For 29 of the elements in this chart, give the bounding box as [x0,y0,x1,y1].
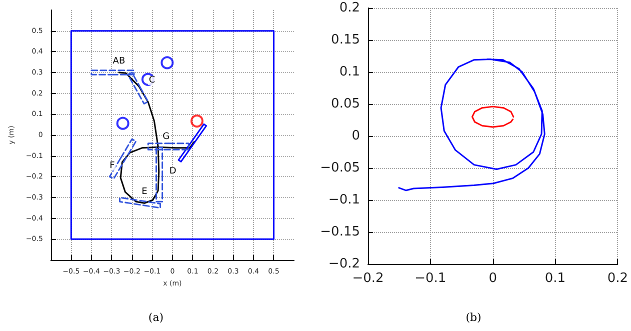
line-series [471,106,514,128]
y-tick-label: 0.1 [339,64,360,80]
x-tick-label: 0.1 [544,271,566,286]
y-tick-label: −0.1 [328,192,360,208]
text: (a) [148,311,164,324]
x-tick-label: −0.2 [352,271,384,286]
text: (b) [466,311,482,324]
y-tick-label: −0.15 [320,224,360,240]
x-tick-label: 0 [488,271,497,286]
x-tick-label: −0.1 [414,271,446,286]
line-series [118,72,196,204]
point [116,116,130,130]
line-series [178,123,208,162]
annotation: E [142,187,148,198]
line-series [108,138,137,180]
point [160,56,174,70]
y-tick-label: 0 [352,128,360,144]
annotation: F [110,161,115,172]
y-tick-label: 0.2 [339,0,360,16]
y-tick-label: −0.05 [320,160,360,176]
line-series [398,58,546,192]
x-tick-label: 0.2 [607,271,628,286]
y-tick-label: 0.15 [331,32,360,48]
annotation: AB [112,56,126,66]
annotation: G [162,132,170,142]
annotation: C [148,75,156,86]
y-tick-label: 0.05 [331,96,360,112]
point [190,114,204,128]
annotation: D [169,166,176,177]
